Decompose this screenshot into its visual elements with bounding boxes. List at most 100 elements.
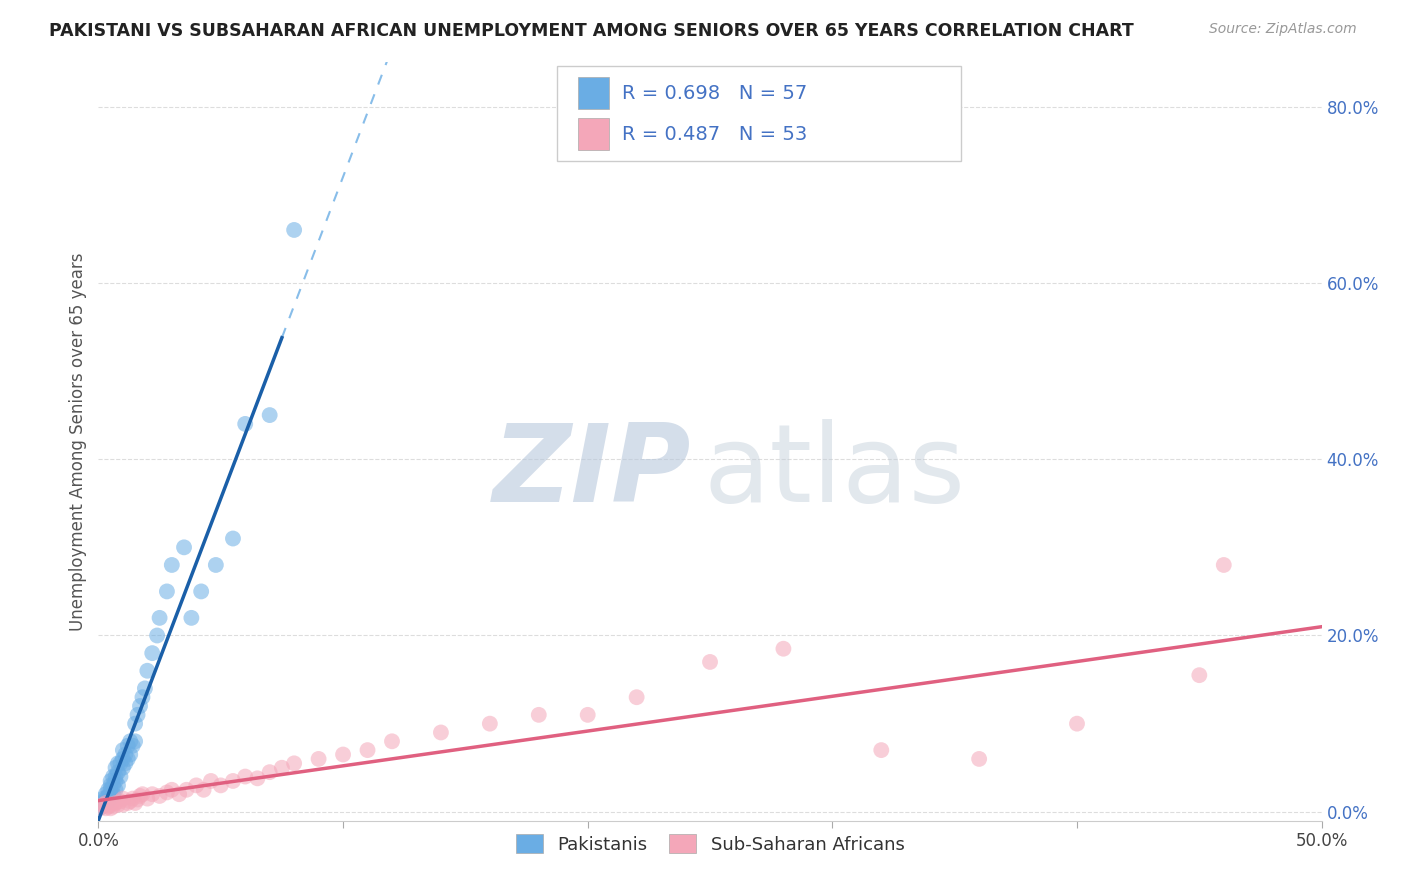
Point [120, 734, 142, 748]
Point [104, 761, 127, 775]
Legend: Pakistanis, Sub-Saharan Africans: Pakistanis, Sub-Saharan Africans [509, 827, 911, 861]
Point [121, 791, 143, 805]
Point [626, 690, 648, 705]
Point [259, 408, 281, 422]
Point [107, 765, 129, 780]
Point [101, 787, 124, 801]
Point [129, 789, 152, 803]
Point [117, 752, 139, 766]
Point [149, 611, 172, 625]
Point [190, 584, 212, 599]
Point [127, 792, 149, 806]
Point [110, 756, 132, 771]
Point [186, 778, 208, 792]
Point [222, 532, 245, 546]
Y-axis label: Unemployment Among Seniors over 65 years: Unemployment Among Seniors over 65 years [69, 252, 87, 631]
Point [699, 655, 721, 669]
Point [283, 756, 305, 771]
Point [111, 797, 134, 812]
Point [246, 772, 269, 786]
Point [193, 782, 215, 797]
Point [97, 794, 120, 808]
Point [90, 796, 112, 810]
Point [97, 782, 120, 797]
Point [111, 743, 134, 757]
Point [1212, 558, 1234, 572]
Point [308, 752, 330, 766]
Point [1066, 716, 1088, 731]
Point [107, 756, 129, 771]
Point [100, 797, 122, 812]
Point [134, 681, 156, 696]
Point [967, 752, 990, 766]
Point [156, 584, 179, 599]
Point [527, 707, 550, 722]
Point [180, 611, 202, 625]
Point [100, 778, 122, 792]
Point [146, 628, 169, 642]
Point [156, 785, 179, 799]
Point [205, 558, 228, 572]
Point [117, 739, 139, 753]
Point [1188, 668, 1211, 682]
Point [141, 787, 163, 801]
Point [200, 774, 222, 789]
Point [430, 725, 453, 739]
Point [94, 787, 117, 801]
Point [167, 787, 190, 801]
Point [94, 791, 117, 805]
Point [356, 743, 378, 757]
Point [107, 797, 129, 812]
Point [91, 791, 114, 805]
Point [136, 664, 159, 678]
Point [381, 734, 404, 748]
Point [141, 646, 163, 660]
Point [91, 797, 114, 812]
Point [110, 770, 132, 784]
Point [124, 716, 146, 731]
Point [173, 541, 195, 555]
FancyBboxPatch shape [557, 66, 960, 161]
Point [100, 774, 122, 789]
Point [91, 797, 114, 812]
Point [121, 739, 143, 753]
Text: R = 0.698   N = 57: R = 0.698 N = 57 [621, 84, 807, 103]
Point [94, 801, 117, 815]
Point [90, 800, 112, 814]
Point [94, 796, 117, 810]
Text: PAKISTANI VS SUBSAHARAN AFRICAN UNEMPLOYMENT AMONG SENIORS OVER 65 YEARS CORRELA: PAKISTANI VS SUBSAHARAN AFRICAN UNEMPLOY… [49, 22, 1135, 40]
Point [209, 778, 232, 792]
Point [222, 774, 245, 789]
Point [107, 778, 129, 792]
Point [97, 789, 120, 803]
Point [104, 782, 127, 797]
Point [233, 770, 256, 784]
Point [104, 770, 127, 784]
Point [101, 799, 124, 814]
Point [111, 752, 134, 766]
Point [136, 791, 159, 805]
Point [114, 756, 136, 771]
Point [120, 794, 142, 808]
Point [160, 782, 183, 797]
Text: Source: ZipAtlas.com: Source: ZipAtlas.com [1209, 22, 1357, 37]
Point [90, 800, 112, 814]
Point [160, 558, 183, 572]
Point [100, 791, 122, 805]
Point [104, 796, 127, 810]
Point [129, 699, 152, 714]
Point [111, 791, 134, 805]
Point [111, 761, 134, 775]
Text: R = 0.487   N = 53: R = 0.487 N = 53 [621, 125, 807, 144]
Text: ZIP: ZIP [494, 419, 692, 524]
Point [270, 761, 294, 775]
Point [94, 796, 117, 810]
Point [100, 801, 122, 815]
Point [259, 765, 281, 780]
Point [124, 734, 146, 748]
Point [332, 747, 354, 762]
Point [100, 782, 122, 797]
Point [176, 782, 198, 797]
Point [870, 743, 893, 757]
Point [124, 796, 146, 810]
